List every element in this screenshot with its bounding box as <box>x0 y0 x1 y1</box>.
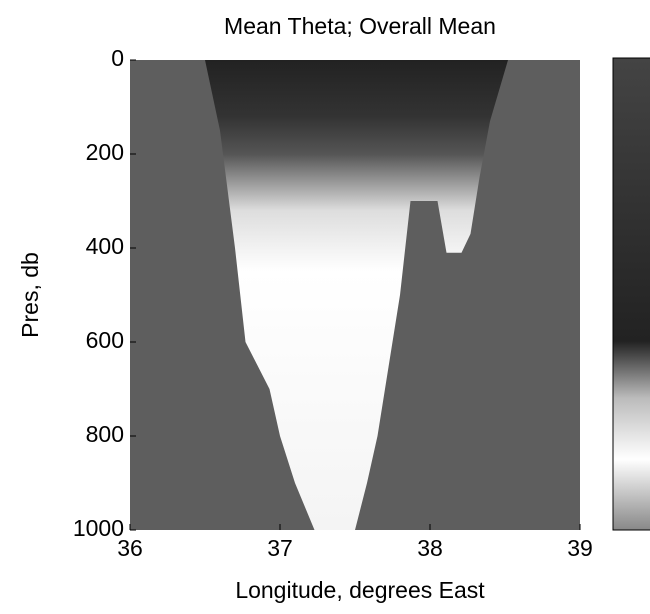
y-tick-label: 800 <box>86 421 124 447</box>
land <box>355 60 580 530</box>
colorbar <box>612 57 650 531</box>
y-tick-label: 0 <box>111 45 124 71</box>
chart-title: Mean Theta; Overall Mean <box>224 13 496 39</box>
y-tick-label: 1000 <box>73 515 124 541</box>
land <box>130 60 315 530</box>
x-tick-label: 37 <box>267 535 293 561</box>
x-axis-label: Longitude, degrees East <box>235 577 485 603</box>
y-tick-label: 200 <box>86 139 124 165</box>
x-tick-label: 39 <box>567 535 593 561</box>
x-tick-label: 36 <box>117 535 143 561</box>
y-tick-label: 400 <box>86 233 124 259</box>
y-axis-label: Pres, db <box>17 252 43 338</box>
y-tick-label: 600 <box>86 327 124 353</box>
x-tick-label: 38 <box>417 535 443 561</box>
